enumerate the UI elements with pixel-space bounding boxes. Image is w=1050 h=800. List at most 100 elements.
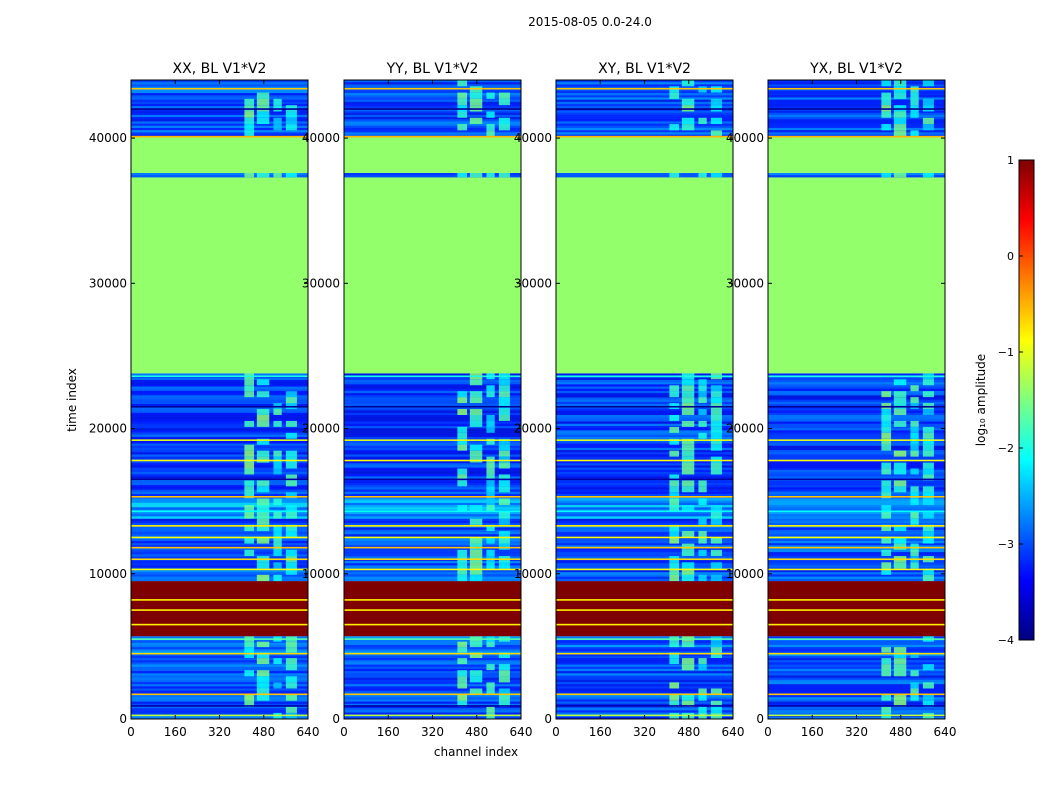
heatmap-image — [344, 80, 521, 719]
noise-row — [344, 664, 521, 667]
channel-band — [256, 505, 270, 512]
channel-band — [710, 172, 722, 178]
channel-band — [469, 641, 483, 648]
channel-band — [498, 438, 510, 445]
channel-band — [681, 409, 695, 415]
noise-row — [131, 172, 308, 176]
channel-band — [244, 172, 255, 178]
noise-row — [344, 469, 521, 473]
noise-row — [768, 560, 945, 564]
x-tick-label: 160 — [164, 725, 187, 739]
channel-band — [669, 652, 680, 659]
noise-row — [768, 705, 945, 709]
noise-row — [131, 538, 308, 542]
noise-row — [344, 688, 521, 691]
channel-band — [486, 498, 495, 506]
time-line — [131, 439, 308, 441]
channel-band — [244, 641, 255, 648]
channel-band — [893, 391, 907, 398]
channel-band — [486, 492, 495, 499]
noise-row — [344, 172, 521, 176]
noise-row — [556, 97, 733, 100]
noise-row — [344, 417, 521, 420]
noise-row — [131, 130, 308, 133]
noise-row — [131, 556, 308, 559]
noise-row — [556, 408, 733, 411]
channel-band — [893, 117, 907, 125]
time-line — [131, 536, 308, 539]
noise-row — [344, 428, 521, 431]
noise-row — [768, 545, 945, 548]
noise-row — [344, 465, 521, 468]
channel-band — [710, 409, 722, 415]
channel-band — [922, 391, 934, 398]
channel-band — [910, 438, 919, 445]
noise-row — [344, 88, 521, 92]
noise-row — [556, 560, 733, 564]
channel-band — [710, 391, 722, 398]
time-line — [768, 525, 945, 527]
noise-row — [344, 675, 521, 678]
channel-band — [486, 706, 495, 713]
channel-band — [469, 537, 483, 544]
time-line — [131, 405, 308, 408]
channel-band — [469, 444, 483, 451]
time-line — [131, 638, 308, 640]
noise-row — [768, 514, 945, 517]
noise-row — [344, 454, 521, 457]
channel-band — [498, 531, 510, 538]
channel-band — [681, 543, 695, 550]
time-line — [344, 525, 521, 527]
noise-row — [768, 636, 945, 639]
noise-row — [768, 172, 945, 176]
channel-band — [486, 124, 495, 131]
channel-band — [881, 511, 892, 519]
noise-row — [344, 393, 521, 396]
channel-band — [285, 111, 297, 118]
time-line — [556, 525, 733, 527]
channel-band — [285, 562, 297, 569]
noise-row — [556, 384, 733, 387]
noise-row — [556, 397, 733, 400]
noise-row — [556, 705, 733, 709]
noise-row — [556, 172, 733, 176]
channel-band — [698, 172, 707, 178]
channel-band — [710, 647, 722, 653]
channel-band — [273, 682, 282, 689]
time-line — [556, 405, 733, 408]
channel-band — [244, 524, 255, 532]
channel-band — [244, 124, 255, 131]
noise-row — [131, 653, 308, 657]
channel-band — [285, 492, 297, 499]
channel-band — [498, 664, 510, 671]
channel-band — [256, 518, 270, 525]
channel-band — [669, 537, 680, 544]
channel-band — [457, 92, 468, 99]
noise-row — [131, 695, 308, 698]
time-line — [131, 568, 308, 571]
noise-row — [131, 461, 308, 464]
time-line — [344, 705, 521, 707]
noise-row — [131, 660, 308, 663]
noise-row — [344, 511, 521, 515]
noise-row — [556, 393, 733, 396]
channel-band — [922, 694, 934, 701]
noise-row — [556, 520, 733, 524]
noise-row — [556, 134, 733, 137]
channel-band — [498, 486, 510, 493]
noise-row — [556, 452, 733, 455]
channel-band — [681, 480, 695, 487]
channel-band — [285, 480, 297, 487]
noise-row — [344, 686, 521, 689]
noise-row — [344, 432, 521, 435]
noise-row — [131, 677, 308, 680]
channel-band — [486, 505, 495, 512]
channel-band — [256, 658, 270, 665]
y-tick-label: 0 — [756, 712, 764, 726]
time-line — [768, 705, 945, 707]
noise-row — [131, 106, 308, 109]
channel-band — [244, 111, 255, 118]
channel-band — [710, 706, 722, 713]
noise-row — [556, 655, 733, 659]
